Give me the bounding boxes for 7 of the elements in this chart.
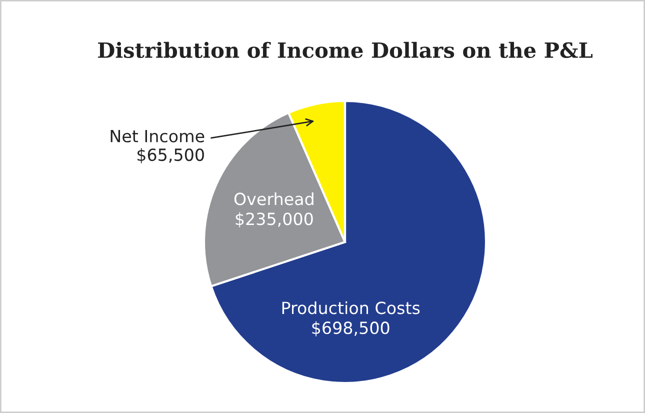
slice-label: Overhead xyxy=(234,192,314,206)
data-label: $65,500 xyxy=(138,148,204,164)
data-label: $698,500 xyxy=(312,321,390,336)
chart-title: Distribution of Income Dollars on the P&L xyxy=(98,42,592,58)
slice-label: Production Costs xyxy=(282,301,420,314)
slice-label: Net Income xyxy=(110,130,204,142)
data-label: $235,000 xyxy=(236,212,313,228)
